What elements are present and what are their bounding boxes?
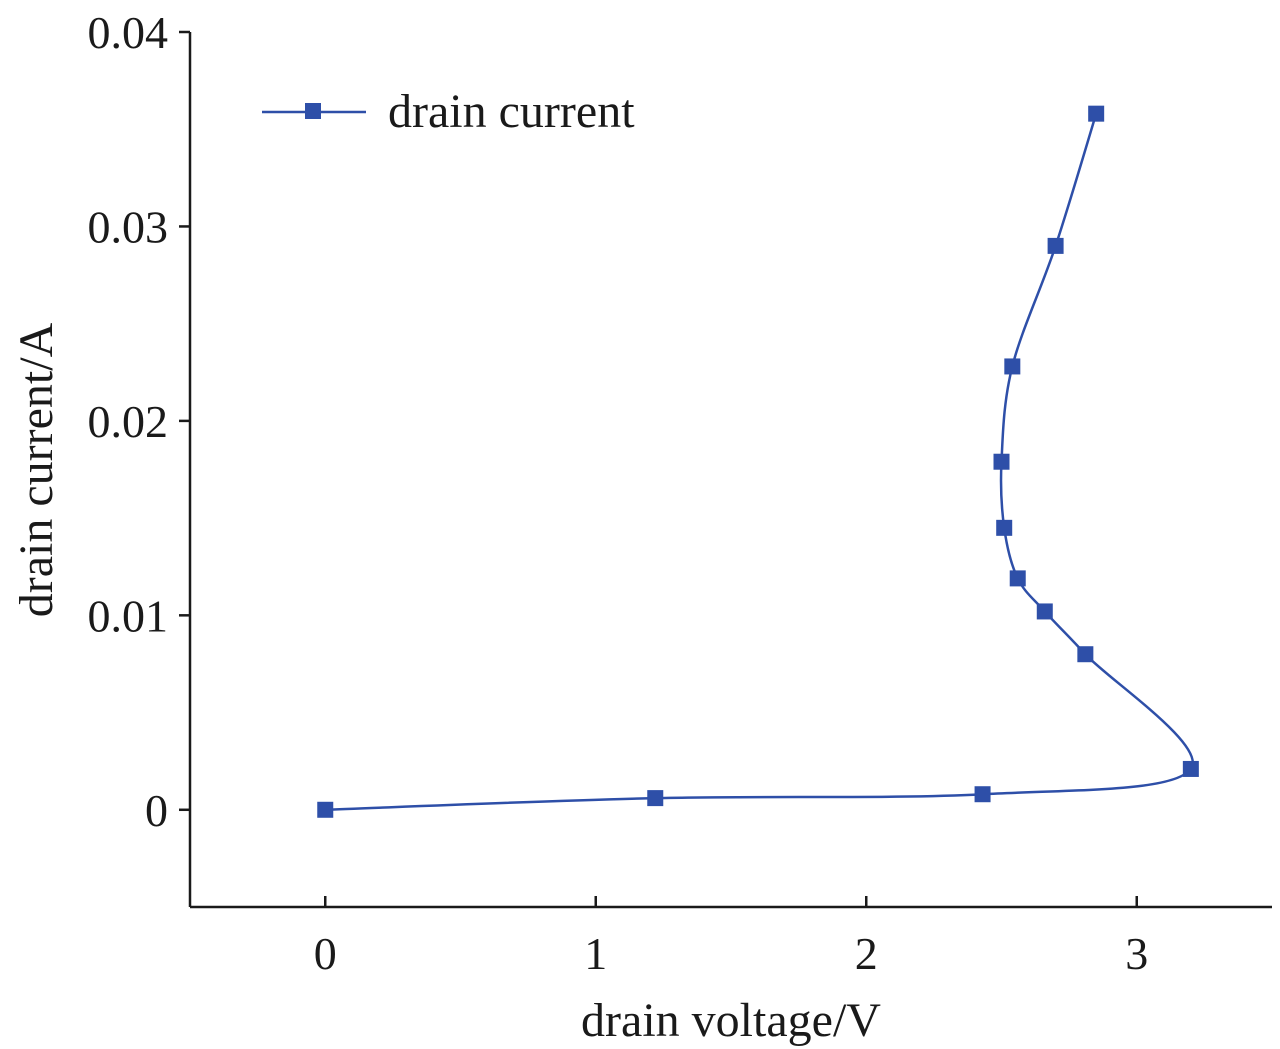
data-point-marker: [1182, 760, 1199, 777]
x-tick-label: 1: [584, 928, 607, 979]
series-line: [325, 113, 1195, 812]
x-tick-label: 3: [1125, 928, 1148, 979]
y-tick-label: 0.04: [88, 7, 169, 58]
data-point-marker: [1077, 646, 1094, 663]
data-point-marker: [1047, 237, 1064, 254]
data-point-marker: [1009, 570, 1026, 587]
data-point-marker: [1036, 603, 1053, 620]
data-point-marker: [993, 453, 1010, 470]
data-point-marker: [996, 519, 1013, 536]
y-axis-title: drain current/A: [10, 322, 63, 617]
y-tick-label: 0.02: [88, 396, 169, 447]
data-point-marker: [647, 790, 664, 807]
x-tick-label: 0: [314, 928, 337, 979]
data-point-marker: [974, 786, 991, 803]
y-tick-label: 0.03: [88, 201, 169, 252]
x-ticks: 0 1 2 3: [314, 896, 1148, 979]
data-point-marker: [317, 801, 334, 818]
axes: [188, 32, 1272, 909]
legend: drain current: [262, 85, 635, 138]
y-tick-label: 0.01: [88, 590, 169, 641]
data-point-marker: [1004, 358, 1021, 375]
legend-label: drain current: [388, 85, 635, 138]
x-tick-label: 2: [855, 928, 878, 979]
data-point-marker: [1088, 105, 1105, 122]
y-ticks: 0 0.01 0.02 0.03 0.04: [88, 7, 190, 836]
legend-marker: [305, 103, 321, 119]
x-axis-title: drain voltage/V: [581, 994, 881, 1047]
y-tick-label: 0: [145, 785, 168, 836]
series-layer: [317, 105, 1199, 818]
